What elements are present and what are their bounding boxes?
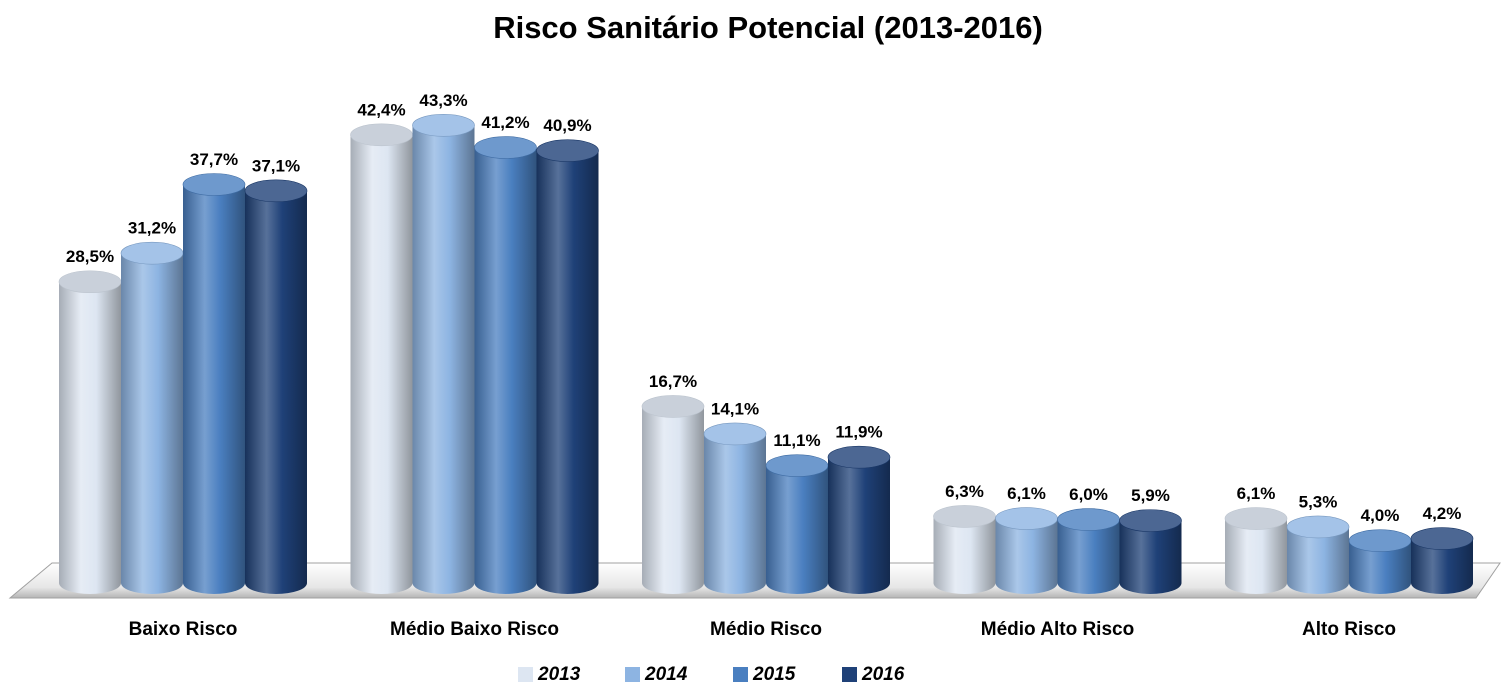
- value-label: 4,0%: [1361, 506, 1400, 525]
- cylinder-top: [1119, 509, 1182, 532]
- legend-label: 2016: [861, 664, 905, 684]
- cylinder-top: [995, 507, 1058, 530]
- cylinder-top: [933, 505, 996, 528]
- bar: [536, 150, 599, 594]
- value-label: 6,1%: [1237, 484, 1276, 503]
- value-label: 37,7%: [190, 150, 238, 169]
- legend-label: 2014: [644, 664, 688, 684]
- cylinder-top: [1410, 527, 1474, 550]
- x-tick-label: Médio Risco: [710, 619, 822, 640]
- value-label: 16,7%: [649, 372, 697, 391]
- bar: [350, 134, 413, 594]
- bar: [995, 518, 1058, 594]
- bar: [59, 281, 121, 594]
- value-label: 5,3%: [1299, 492, 1338, 511]
- value-label: 28,5%: [66, 247, 114, 266]
- value-label: 6,3%: [945, 482, 984, 501]
- x-tick-label: Médio Baixo Risco: [390, 619, 559, 640]
- cylinder-top: [1348, 529, 1412, 553]
- bar: [1119, 520, 1182, 594]
- cylinder-top: [1224, 507, 1288, 530]
- value-label: 11,1%: [773, 431, 820, 450]
- cylinder-top: [827, 445, 891, 469]
- bar: [1225, 518, 1287, 594]
- cylinder-top: [1057, 508, 1120, 531]
- chart-title: Risco Sanitário Potencial (2013-2016): [493, 10, 1043, 45]
- legend-label: 2013: [537, 664, 581, 684]
- value-label: 6,1%: [1007, 484, 1046, 503]
- value-label: 14,1%: [711, 399, 759, 418]
- bar: [245, 190, 307, 594]
- bar: [642, 406, 704, 594]
- legend-swatch: [733, 667, 748, 682]
- value-label: 6,0%: [1069, 485, 1108, 504]
- cylinder-top: [58, 270, 122, 294]
- cylinder-top: [244, 179, 308, 203]
- value-label: 40,9%: [543, 116, 591, 135]
- bar: [1287, 526, 1349, 594]
- legend-swatch: [518, 667, 533, 682]
- cylinder-top: [350, 123, 413, 147]
- bar: [474, 147, 537, 595]
- bar: [828, 457, 890, 594]
- value-label: 31,2%: [128, 219, 176, 238]
- bar: [183, 184, 245, 595]
- bar: [933, 516, 996, 594]
- bar: [121, 253, 183, 594]
- value-label: 37,1%: [252, 156, 300, 175]
- cylinder-top: [182, 173, 246, 196]
- x-tick-label: Alto Risco: [1302, 619, 1396, 640]
- legend-swatch: [842, 667, 857, 682]
- bar: [1057, 519, 1120, 594]
- cylinder-top: [474, 136, 537, 159]
- value-label: 42,4%: [357, 100, 405, 119]
- x-tick-label: Médio Alto Risco: [981, 619, 1134, 640]
- cylinder-top: [412, 114, 475, 137]
- value-label: 11,9%: [835, 423, 882, 442]
- cylinder-top: [536, 139, 599, 162]
- x-tick-label: Baixo Risco: [129, 619, 238, 640]
- bar: [1349, 540, 1411, 594]
- value-label: 4,2%: [1423, 504, 1462, 523]
- bar: [704, 433, 766, 594]
- legend-swatch: [625, 667, 640, 682]
- legend-label: 2015: [752, 664, 796, 684]
- cylinder-top: [1286, 515, 1350, 539]
- bar: [412, 125, 475, 594]
- cylinder-top: [120, 241, 184, 265]
- bar: [766, 465, 828, 594]
- value-label: 41,2%: [481, 113, 529, 132]
- value-label: 5,9%: [1131, 486, 1170, 505]
- cylinder-top: [765, 454, 829, 477]
- cylinder-top: [641, 395, 705, 418]
- value-label: 43,3%: [419, 91, 467, 110]
- cylinder-top: [703, 422, 767, 446]
- bar: [1411, 538, 1473, 594]
